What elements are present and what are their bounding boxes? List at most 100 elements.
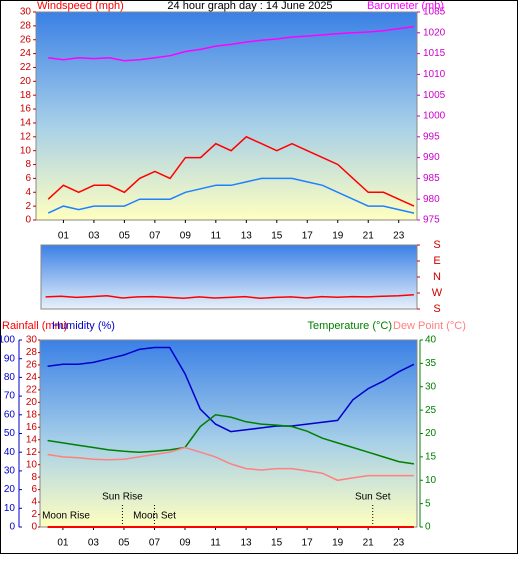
y-tick-label: 5: [425, 498, 431, 509]
y-tick-label: 10: [26, 459, 38, 470]
x-tick-label: 05: [118, 538, 130, 549]
event-label: Sun Set: [355, 492, 391, 503]
series-name: Temperature (°C): [308, 320, 392, 332]
y-tick-label: 985: [423, 173, 440, 184]
x-tick-label: 07: [149, 538, 161, 549]
data-line: [47, 135, 415, 207]
data-line: [47, 414, 415, 465]
y-tick-label: S: [433, 303, 440, 315]
x-tick-label: 01: [58, 231, 70, 242]
y-tick-label: 1000: [423, 111, 446, 122]
y-tick-label: 35: [425, 358, 437, 369]
x-tick-label: 03: [88, 231, 100, 242]
y-tick-label: 15: [425, 452, 437, 463]
plot-area: [39, 339, 418, 528]
y-tick-label: 30: [26, 335, 38, 346]
y-tick-label: 30: [20, 7, 32, 18]
series-name: Dew Point (°C): [393, 320, 466, 332]
y-tick-label: 6: [25, 173, 31, 184]
y-tick-label: 20: [425, 428, 437, 439]
x-tick-label: 01: [57, 538, 69, 549]
y-tick-label: 8: [25, 159, 31, 170]
chart-title: 24 hour graph day : 14 June 2025: [167, 0, 332, 12]
y-tick-label: 0: [25, 215, 31, 226]
x-tick-label: 09: [180, 231, 192, 242]
y-tick-label: N: [433, 271, 441, 283]
data-line: [47, 346, 415, 433]
y-tick-label: 28: [20, 21, 32, 32]
x-tick-label: 15: [271, 231, 283, 242]
y-tick-label: 8: [31, 472, 37, 483]
y-tick-label: 80: [4, 372, 16, 383]
y-tick-label: 980: [423, 194, 440, 205]
series-name: Rainfall (mm): [2, 320, 67, 332]
y-tick-label: 2: [25, 201, 31, 212]
x-tick-label: 03: [88, 538, 100, 549]
y-tick-label: 30: [4, 466, 16, 477]
y-tick-label: 12: [26, 447, 38, 458]
y-tick-label: 30: [425, 381, 437, 392]
y-tick-label: 22: [20, 62, 32, 73]
data-line: [47, 446, 414, 482]
x-tick-label: 17: [302, 231, 314, 242]
y-tick-label: 14: [26, 434, 38, 445]
event-label: Sun Rise: [102, 492, 143, 503]
x-tick-label: 17: [302, 538, 314, 549]
y-tick-label: 14: [20, 118, 32, 129]
y-tick-label: 20: [26, 397, 38, 408]
x-tick-label: 23: [393, 538, 405, 549]
y-tick-label: 100: [0, 335, 15, 346]
y-tick-label: 10: [20, 145, 32, 156]
event-label: Moon Set: [133, 511, 176, 522]
x-tick-label: 19: [332, 231, 344, 242]
x-tick-label: 07: [149, 231, 161, 242]
x-tick-label: 23: [393, 231, 405, 242]
y-tick-label: 18: [20, 90, 32, 101]
series-name: Barometer (mb): [367, 0, 444, 12]
data-line: [48, 25, 415, 62]
y-tick-label: 28: [26, 347, 38, 358]
y-tick-label: 2: [31, 509, 37, 520]
plot-area: [40, 244, 418, 310]
y-tick-label: 0: [9, 522, 15, 533]
y-tick-label: 20: [20, 76, 32, 87]
y-tick-label: 10: [4, 503, 16, 514]
y-tick-label: 18: [26, 409, 38, 420]
series-name: Humidity (%): [52, 320, 115, 332]
y-tick-label: 6: [31, 484, 37, 495]
y-tick-label: 975: [423, 215, 440, 226]
data-line: [47, 177, 415, 214]
x-tick-label: 11: [210, 538, 221, 549]
y-tick-label: 4: [31, 497, 37, 508]
y-tick-label: 1020: [423, 27, 446, 38]
y-tick-label: 40: [4, 447, 16, 458]
plot-area: [35, 11, 418, 221]
x-tick-label: 19: [332, 538, 344, 549]
y-tick-label: 12: [20, 131, 32, 142]
y-tick-label: 22: [26, 385, 38, 396]
y-tick-label: 1010: [423, 69, 446, 80]
y-tick-label: S: [433, 239, 440, 251]
y-tick-label: 1015: [423, 48, 446, 59]
y-tick-label: 20: [4, 484, 16, 495]
y-tick-label: 1005: [423, 90, 446, 101]
x-tick-label: 09: [179, 538, 191, 549]
y-tick-label: E: [433, 255, 440, 267]
series-name: Windspeed (mph): [37, 0, 124, 12]
x-tick-label: 13: [240, 538, 252, 549]
x-tick-label: 21: [363, 538, 375, 549]
y-tick-label: 24: [20, 48, 32, 59]
y-tick-label: 40: [425, 335, 437, 346]
y-tick-label: 26: [26, 360, 38, 371]
y-tick-label: 990: [423, 152, 440, 163]
x-tick-label: 13: [241, 231, 253, 242]
y-tick-label: 4: [25, 187, 31, 198]
y-tick-label: 90: [4, 353, 16, 364]
y-tick-label: 0: [31, 522, 37, 533]
x-tick-label: 05: [119, 231, 131, 242]
y-tick-label: W: [432, 287, 443, 299]
y-tick-label: 25: [425, 405, 437, 416]
x-tick-label: 11: [211, 231, 222, 242]
